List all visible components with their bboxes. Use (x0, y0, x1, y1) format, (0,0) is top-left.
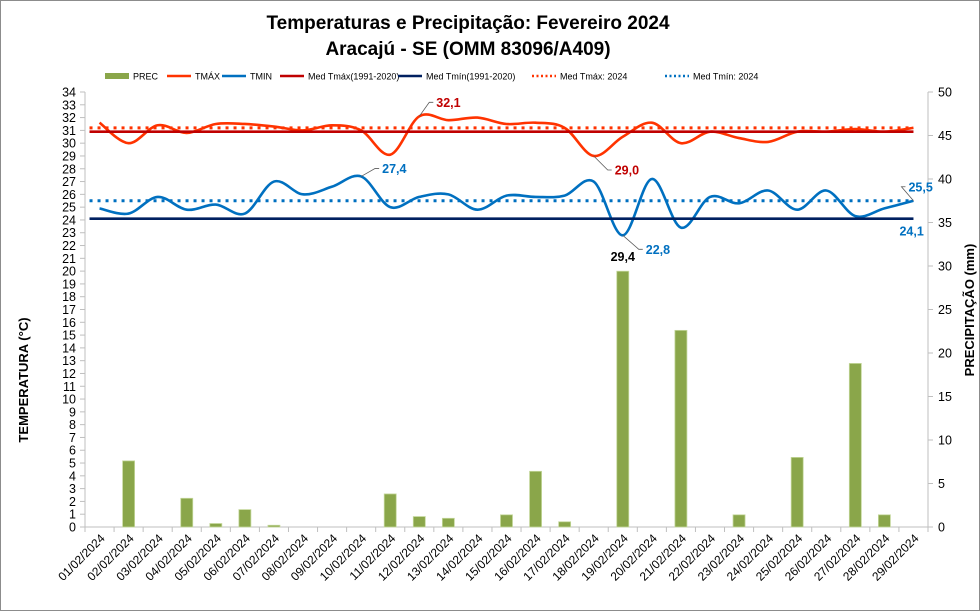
y-tick-label: 4 (69, 469, 76, 483)
y2-tick-label: 50 (938, 86, 952, 100)
prec-bar (529, 470, 542, 528)
y2-tick-label: 45 (938, 129, 952, 143)
chart-title: Temperaturas e Precipitação: Fevereiro 2… (266, 13, 670, 34)
y-tick-label: 15 (62, 329, 76, 343)
prec-bar (383, 493, 397, 528)
data-label: 24,1 (899, 225, 923, 239)
y2-tick-label: 20 (938, 347, 952, 361)
leader-line (418, 101, 434, 117)
y-tick-label: 12 (62, 367, 76, 381)
y2-tick-label: 0 (938, 521, 945, 535)
y-tick-label: 8 (69, 418, 76, 432)
y-tick-label: 20 (62, 265, 76, 279)
data-label: 29,0 (615, 163, 639, 177)
y2-tick-label: 30 (938, 260, 952, 274)
y-tick-label: 19 (62, 277, 76, 291)
prec-bar (267, 524, 281, 528)
prec-bar (848, 363, 862, 528)
y2-tick-label: 35 (938, 216, 952, 230)
prec-bar (209, 523, 223, 528)
data-label: 29,4 (611, 250, 635, 264)
y-tick-label: 3 (69, 482, 76, 496)
prec-bar (732, 514, 746, 528)
leader-line (900, 186, 914, 202)
y-tick-label: 30 (62, 137, 76, 151)
y-tick-label: 0 (69, 521, 76, 535)
y-tick-label: 16 (62, 316, 76, 330)
y-tick-label: 32 (62, 111, 76, 125)
y-tick-label: 21 (62, 252, 76, 266)
data-label: 32,1 (436, 96, 460, 110)
y-tick-label: 10 (62, 393, 76, 407)
y-tick-label: 23 (62, 226, 76, 240)
prec-bar (790, 456, 804, 528)
legend-label: Med Tmín(1991-2020) (426, 72, 515, 82)
bars (122, 270, 891, 528)
leader-line (593, 155, 612, 171)
data-label: 25,5 (908, 180, 932, 194)
y-tick-label: 2 (69, 495, 76, 509)
annotations: 32,1 29,0 27,4 22,8 25,5 24,1 29,4 (360, 96, 933, 264)
y2-axis-title: PRECIPITAÇÃO (mm) (962, 244, 977, 377)
prec-bar (122, 460, 136, 528)
legend-swatch-prec (105, 73, 129, 79)
y-tick-label: 7 (69, 431, 76, 445)
legend-label: Med Tmín: 2024 (693, 72, 758, 82)
leader-line (622, 234, 643, 250)
tmax-line (98, 113, 914, 158)
leader-line (360, 168, 380, 177)
y2-tick-label: 25 (938, 303, 952, 317)
data-label: 22,8 (646, 243, 670, 257)
y-tick-label: 14 (62, 341, 76, 355)
y-tick-label: 9 (69, 405, 76, 419)
prec-bar (238, 509, 252, 528)
y-tick-label: 27 (62, 175, 76, 189)
y2-tick-label: 15 (938, 390, 952, 404)
prec-bar (877, 514, 891, 528)
y-tick-label: 29 (62, 149, 76, 163)
prec-bar (180, 497, 194, 528)
y-tick-label: 6 (69, 444, 76, 458)
legend: PREC TMÁX TMIN Med Tmáx(1991-2020) Med Tmín(… (105, 72, 758, 82)
legend-label: TMÁX (195, 72, 220, 82)
y-tick-label: 34 (62, 86, 76, 100)
y-tick-label: 28 (62, 162, 76, 176)
legend-label: Med Tmáx: 2024 (560, 72, 627, 82)
y-axis-title: TEMPERATURA (°C) (16, 317, 31, 442)
y2-tick-label: 5 (938, 477, 945, 491)
prec-bar (616, 270, 630, 528)
y-tick-label: 24 (62, 213, 76, 227)
y-tick-label: 25 (62, 201, 76, 215)
prec-bar (558, 521, 572, 528)
chart-subtitle: Aracajú - SE (OMM 83096/A409) (325, 39, 610, 60)
legend-label: TMIN (250, 72, 272, 82)
legend-label: Med Tmáx(1991-2020) (308, 72, 399, 82)
y-tick-label: 1 (69, 508, 76, 522)
y2-tick-label: 40 (938, 173, 952, 187)
y-tick-label: 33 (62, 98, 76, 112)
prec-bar (441, 517, 455, 528)
prec-bar (674, 329, 688, 528)
legend-label: PREC (133, 72, 159, 82)
y-tick-label: 13 (62, 354, 76, 368)
tmin-line (99, 174, 914, 237)
y-tick-label: 17 (62, 303, 76, 317)
y-tick-label: 18 (62, 290, 76, 304)
y-tick-label: 11 (63, 380, 76, 394)
y-tick-label: 26 (62, 188, 76, 202)
data-label: 27,4 (382, 162, 406, 176)
lines (89, 113, 914, 237)
y-tick-label: 22 (62, 239, 76, 253)
prec-bar (412, 516, 426, 528)
y2-tick-label: 10 (938, 434, 952, 448)
y-tick-label: 31 (62, 124, 76, 138)
y-tick-label: 5 (69, 457, 76, 471)
prec-bar (500, 514, 513, 528)
